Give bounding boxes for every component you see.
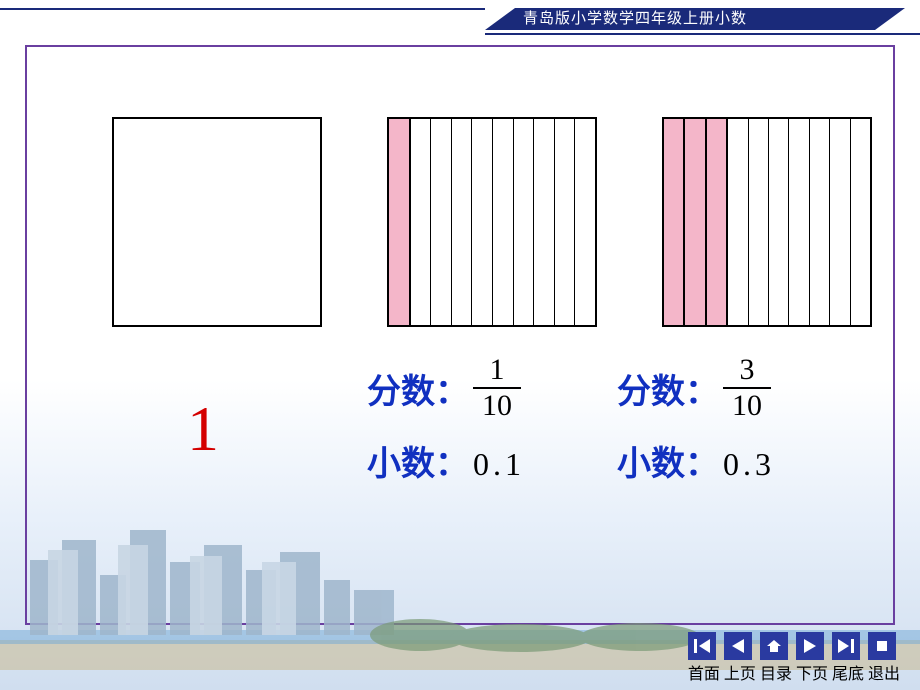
decimal-value: 0.1: [473, 446, 525, 483]
column-2-labels: 分数： 1 10 小数： 0.1: [367, 352, 525, 485]
column-3-labels: 分数： 3 10 小数： 0.3: [617, 352, 775, 485]
nav-bar: 首面 上页 目录 下页 尾底 退出: [688, 632, 900, 684]
header-rule-top: [0, 8, 485, 10]
nav-next-label: 下页: [796, 660, 828, 684]
nav-exit-button[interactable]: [868, 632, 896, 660]
labels-region: 1 分数： 1 10 小数： 0.1 分数： 3 10: [112, 352, 872, 532]
nav-prev-button[interactable]: [724, 632, 752, 660]
nav-home-button[interactable]: [760, 632, 788, 660]
nav-first-label: 首面: [688, 660, 720, 684]
whole-label: 1: [187, 392, 219, 466]
decimal-label: 小数：: [367, 436, 469, 485]
fraction-denominator: 10: [732, 391, 762, 421]
nav-prev-label: 上页: [724, 660, 756, 684]
decimal-value: 0.3: [723, 446, 775, 483]
header-triangle-left: [485, 8, 515, 30]
header-title: 青岛版小学数学四年级上册小数: [515, 8, 875, 30]
fraction-denominator: 10: [482, 391, 512, 421]
fraction-label: 分数：: [617, 364, 719, 413]
nav-last-label: 尾底: [832, 660, 864, 684]
squares-row: [112, 117, 872, 327]
unit-square-tenths-3: [662, 117, 872, 327]
fraction-numerator: 3: [740, 355, 755, 385]
unit-square-whole: [112, 117, 322, 327]
nav-home-label: 目录: [760, 660, 792, 684]
fraction-3-10: 3 10: [723, 355, 771, 421]
nav-first-button[interactable]: [688, 632, 716, 660]
nav-exit-label: 退出: [868, 660, 900, 684]
content-frame: 1 分数： 1 10 小数： 0.1 分数： 3 10: [25, 45, 895, 625]
unit-square-tenths-1: [387, 117, 597, 327]
header-rule-bottom: [485, 33, 920, 35]
fraction-numerator: 1: [490, 355, 505, 385]
header-triangle-right: [875, 8, 905, 30]
header-banner-region: 青岛版小学数学四年级上册小数: [0, 8, 920, 34]
nav-last-button[interactable]: [832, 632, 860, 660]
decimal-label: 小数：: [617, 436, 719, 485]
fraction-1-10: 1 10: [473, 355, 521, 421]
fraction-label: 分数：: [367, 364, 469, 413]
nav-next-button[interactable]: [796, 632, 824, 660]
